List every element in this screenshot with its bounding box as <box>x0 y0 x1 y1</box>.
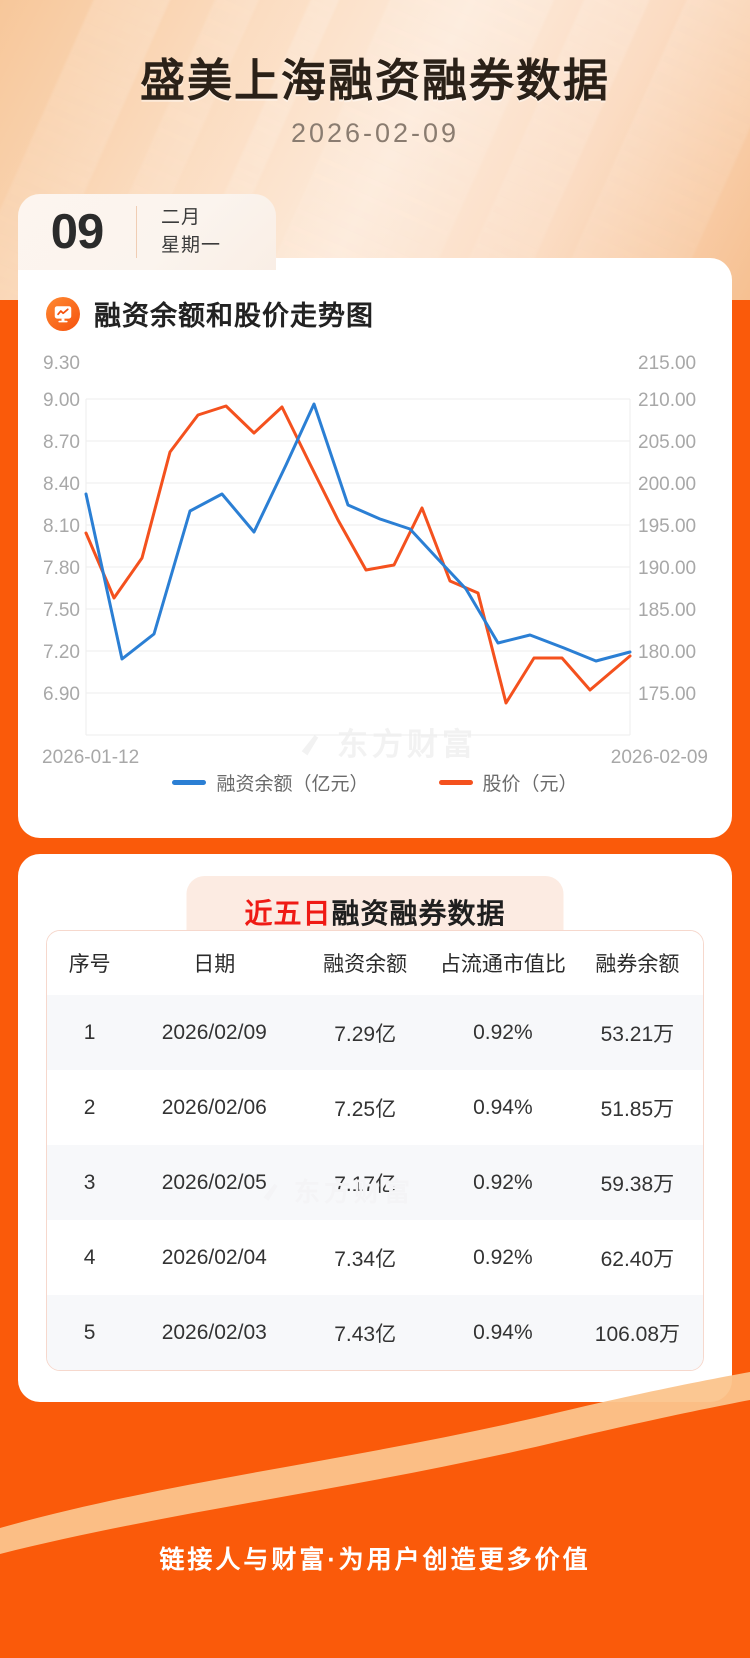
chart-gridlines <box>85 398 631 736</box>
svg-text:200.00: 200.00 <box>638 474 696 495</box>
col-header-index: 序号 <box>47 931 133 995</box>
chart-area: 东方财富 9.30 9.00 8.70 8. <box>18 347 732 807</box>
svg-text:7.20: 7.20 <box>43 642 80 663</box>
cell-ratio: 0.92% <box>473 1245 533 1269</box>
cell-index: 2 <box>83 1095 96 1119</box>
chart-monitor-icon <box>46 296 80 331</box>
table-card: 近五日融资融券数据 序号 日期 融资余额 占流通市值比 融券余额 1 2026/… <box>18 854 732 1402</box>
svg-text:195.00: 195.00 <box>638 516 696 537</box>
svg-text:190.00: 190.00 <box>638 558 696 579</box>
table-row[interactable]: 2 2026/02/06 7.25亿 0.94% 51.85万 <box>47 1070 703 1145</box>
cell-financing: 7.17亿 <box>334 1172 397 1196</box>
col-header-securities: 融券余额 <box>571 931 703 995</box>
cell-date: 2026/02/06 <box>161 1095 267 1119</box>
svg-text:215.00: 215.00 <box>638 353 696 374</box>
svg-text:8.40: 8.40 <box>43 474 80 495</box>
date-chip-divider <box>136 206 137 258</box>
cell-securities: 106.08万 <box>594 1322 680 1346</box>
svg-text:180.00: 180.00 <box>638 642 696 663</box>
table-row[interactable]: 5 2026/02/03 7.43亿 0.94% 106.08万 <box>47 1295 703 1370</box>
legend-label-price: 股价（元） <box>482 774 578 795</box>
col-header-ratio: 占流通市值比 <box>434 931 572 995</box>
table-title-highlight: 近五日 <box>244 898 332 929</box>
cell-financing: 7.29亿 <box>334 1022 397 1046</box>
legend-label-financing: 融资余额（亿元） <box>216 774 369 795</box>
table-header-row: 序号 日期 融资余额 占流通市值比 融券余额 <box>47 931 703 995</box>
legend-item-price[interactable]: 股价（元） <box>438 769 578 796</box>
legend-item-financing[interactable]: 融资余额（亿元） <box>172 769 369 796</box>
cell-securities: 51.85万 <box>600 1097 675 1121</box>
date-chip: 09 二月 星期一 <box>18 194 276 270</box>
cell-date: 2026/02/04 <box>161 1245 267 1269</box>
cell-ratio: 0.94% <box>473 1320 533 1344</box>
svg-text:7.80: 7.80 <box>43 558 80 579</box>
svg-text:205.00: 205.00 <box>638 432 696 453</box>
date-chip-weekday: 星期一 <box>161 235 222 256</box>
table-container: 序号 日期 融资余额 占流通市值比 融券余额 1 2026/02/09 7.29… <box>46 930 704 1371</box>
svg-text:185.00: 185.00 <box>638 600 696 621</box>
footer-wave <box>0 1372 750 1658</box>
chart-legend: 融资余额（亿元） 股价（元） <box>18 769 732 796</box>
series-financing-line <box>84 402 632 663</box>
svg-text:8.70: 8.70 <box>43 432 80 453</box>
cell-index: 3 <box>83 1170 96 1194</box>
date-chip-month: 二月 <box>161 206 202 228</box>
table-row[interactable]: 4 2026/02/04 7.34亿 0.92% 62.40万 <box>47 1220 703 1295</box>
svg-text:9.30: 9.30 <box>43 353 80 374</box>
cell-ratio: 0.92% <box>473 1170 533 1194</box>
cell-ratio: 0.94% <box>473 1095 533 1119</box>
page-date: 2026-02-09 <box>290 118 460 148</box>
svg-text:2026-02-09: 2026-02-09 <box>611 747 708 767</box>
table-title-rest: 融资融券数据 <box>331 898 506 929</box>
chart-section-header: 融资余额和股价走势图 <box>18 258 732 333</box>
cell-index: 1 <box>83 1020 96 1044</box>
footer-slogan: 链接人与财富·为用户创造更多价值 <box>159 1546 591 1574</box>
cell-financing: 7.34亿 <box>334 1247 397 1271</box>
cell-financing: 7.43亿 <box>334 1322 397 1346</box>
right-axis-ticks: 215.00 210.00 205.00 200.00 195.00 190.0… <box>638 353 696 705</box>
cell-date: 2026/02/05 <box>161 1170 267 1194</box>
cell-index: 5 <box>83 1320 96 1344</box>
svg-text:7.50: 7.50 <box>43 600 80 621</box>
col-header-financing: 融资余额 <box>296 931 435 995</box>
svg-text:175.00: 175.00 <box>638 684 696 705</box>
page-title: 盛美上海融资融券数据 <box>139 55 610 106</box>
cell-date: 2026/02/09 <box>161 1020 267 1044</box>
cell-date: 2026/02/03 <box>161 1320 267 1344</box>
chart-section-title: 融资余额和股价走势图 <box>94 301 374 331</box>
svg-text:2026-01-12: 2026-01-12 <box>42 747 139 767</box>
legend-swatch-financing <box>172 780 207 785</box>
svg-text:9.00: 9.00 <box>43 390 80 411</box>
financing-price-line-chart: 9.30 9.00 8.70 8.40 8.10 7.80 7.50 7.20 … <box>42 353 708 767</box>
cell-securities: 53.21万 <box>600 1022 675 1046</box>
date-chip-day: 09 <box>50 205 105 259</box>
left-axis-ticks: 9.30 9.00 8.70 8.40 8.10 7.80 7.50 7.20 … <box>43 353 80 705</box>
col-header-date: 日期 <box>132 931 297 995</box>
cell-securities: 59.38万 <box>600 1172 675 1196</box>
table-row[interactable]: 3 2026/02/05 7.17亿 0.92% 59.38万 <box>47 1145 703 1220</box>
cell-ratio: 0.92% <box>473 1020 533 1044</box>
legend-swatch-price <box>438 780 473 785</box>
cell-securities: 62.40万 <box>600 1247 675 1271</box>
series-price-line <box>84 404 632 705</box>
cell-financing: 7.25亿 <box>334 1097 397 1121</box>
svg-text:6.90: 6.90 <box>43 684 80 705</box>
cell-index: 4 <box>83 1245 96 1269</box>
table-row[interactable]: 1 2026/02/09 7.29亿 0.92% 53.21万 <box>47 995 703 1070</box>
svg-text:210.00: 210.00 <box>638 390 696 411</box>
svg-text:8.10: 8.10 <box>43 516 80 537</box>
margin-trading-table: 序号 日期 融资余额 占流通市值比 融券余额 1 2026/02/09 7.29… <box>47 931 703 1370</box>
chart-card: 融资余额和股价走势图 东方财富 9.30 <box>18 258 732 838</box>
